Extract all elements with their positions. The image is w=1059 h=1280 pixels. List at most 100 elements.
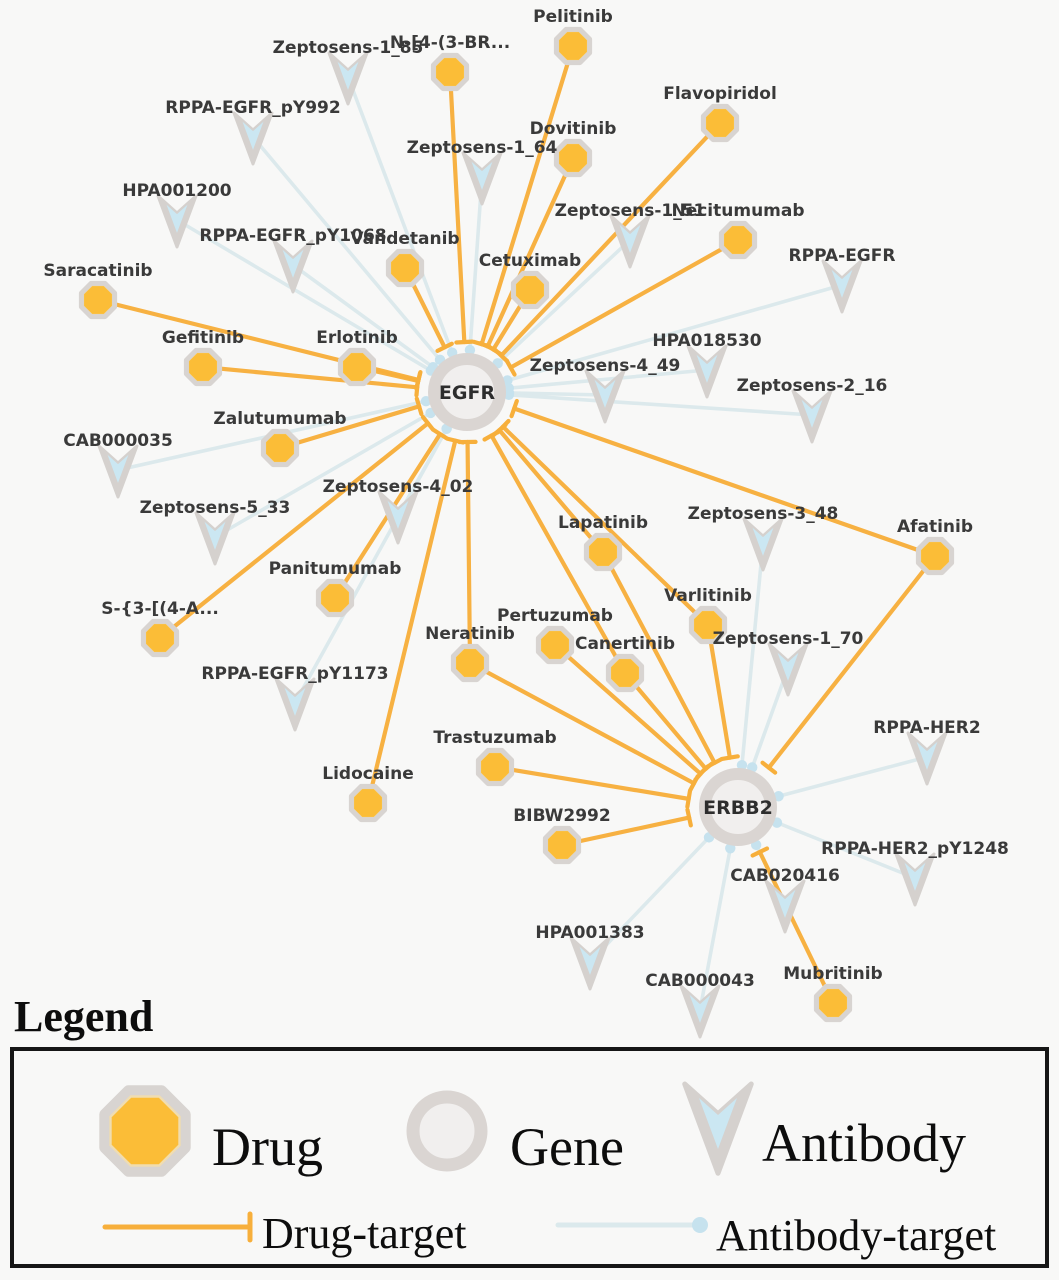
edge-cab000043-ERBB2-dot [725,843,736,854]
node-label-saracatinib: Saracatinib [43,261,152,281]
node-label-hpa001383: HPA001383 [535,923,644,943]
drug-node-bibw2992[interactable] [542,825,582,865]
edge-rppa_her2-ERBB2 [776,755,929,799]
drug-node-afatinib[interactable] [915,536,955,576]
edge-s3_4a-EGFR-tee [420,414,436,432]
drug-node-neratinib[interactable] [450,643,490,683]
antibody-node-hpa001383[interactable] [569,936,611,991]
edge-zeptosens_3_48-ERBB2 [740,541,765,767]
node-label-canertinib: Canertinib [575,634,675,654]
drug-node-lidocaine[interactable] [348,783,388,823]
edge-afatinib-EGFR [512,406,938,559]
node-label-cab000043: CAB000043 [645,971,755,991]
antibody-node-zeptosens_1_64[interactable] [461,151,503,206]
edge-neratinib-ERBB2 [467,660,697,786]
legend-drug-target-swatch [102,1211,253,1243]
legend-drug-target-label: Drug-target [262,1209,467,1258]
edge-canertinib-ERBB2 [622,670,708,771]
node-label-rppa_egfr_py1068: RPPA-EGFR_pY1068 [199,226,386,246]
edge-zeptosens_4_49-EGFR [507,391,607,397]
node-labels-layer: Pelitinib N-[4-(3-BR... Dovitinib Flavopiri… [43,7,1008,991]
node-label-necitumumab: Necitumumab [671,201,804,221]
antibody-node-rppa_egfr[interactable] [821,259,863,314]
node-label-pelitinib: Pelitinib [533,7,613,27]
antibody-node-zeptosens_1_85[interactable] [327,51,369,106]
antibody-node-rppa_egfr_py992[interactable] [232,111,274,166]
edge-lapatinib-ERBB2 [600,549,717,765]
node-label-mubritinib: Mubritinib [783,964,882,984]
edge-dovitinib-EGFR [485,155,576,349]
drug-node-erlotinib[interactable] [337,347,377,387]
node-label-cetuximab: Cetuximab [479,251,581,271]
antibody-node-cab000035[interactable] [97,444,139,499]
gene-node-EGFR[interactable]: EGFR [428,353,506,431]
legend-box [10,1047,1049,1268]
node-label-cab020416: CAB020416 [730,866,840,886]
drug-node-n4_3br[interactable] [430,52,470,92]
drug-node-cetuximab[interactable] [510,270,550,310]
edge-zeptosens_2_16-EGFR-dot [503,389,515,400]
antibody-node-zeptosens_1_70[interactable] [767,642,809,697]
antibody-node-cab020416[interactable] [764,879,806,934]
drug-node-lapatinib[interactable] [583,532,623,572]
legend-antibody-label: Antibody [762,1113,967,1173]
antibody-node-rppa_egfr_py1068[interactable] [272,239,314,294]
drug-node-s3_4a[interactable] [140,618,180,658]
gene-node-label: EGFR [439,382,496,404]
edge-varlitinib-EGFR [500,424,711,628]
node-label-n4_3br: N-[4-(3-BR... [390,33,510,53]
antibody-node-zeptosens_5_33[interactable] [194,511,236,566]
drug-node-canertinib[interactable] [605,653,645,693]
edge-lidocaine-EGFR [365,438,458,806]
edge-mubritinib-ERBB2-tee [750,846,770,858]
drug-node-saracatinib[interactable] [78,280,118,320]
drug-node-trastuzumab[interactable] [475,747,515,787]
node-label-lapatinib: Lapatinib [558,513,648,533]
antibody-node-zeptosens_3_48[interactable] [742,517,784,572]
edge-trastuzumab-ERBB2-tee [685,788,693,809]
edge-pelitinib-EGFR [479,43,576,347]
antibody-node-rppa_egfr_py1173[interactable] [274,677,316,732]
node-label-rppa_her2_py1248: RPPA-HER2_pY1248 [821,839,1009,859]
edge-zeptosens_3_48-ERBB2-dot [736,759,748,771]
edge-zalutumumab-EGFR-tee [414,396,424,417]
drug-node-dovitinib[interactable] [553,138,593,178]
edge-afatinib-ERBB2-tee [760,760,778,775]
edge-varlitinib-ERBB2-tee [719,754,740,762]
node-label-rppa_egfr_py1173: RPPA-EGFR_pY1173 [201,664,388,684]
antibody-node-cab000043[interactable] [679,984,721,1039]
edge-flavopiridol-EGFR [499,120,723,358]
antibody-node-rppa_her2[interactable] [906,731,948,786]
antibody-node-rppa_her2_py1248[interactable] [894,852,936,907]
drug-node-vandetanib[interactable] [385,248,425,288]
antibody-node-zeptosens_2_16[interactable] [791,389,833,444]
edge-hpa001200-EGFR [175,218,433,373]
antibody-node-hpa001200[interactable] [156,194,198,249]
drug-node-pelitinib[interactable] [553,26,593,66]
antibody-node-zeptosens_4_49[interactable] [584,369,626,424]
edge-bibw2992-ERBB2 [559,815,692,848]
drug-node-panitumumab[interactable] [315,578,355,618]
antibody-node-zeptosens_1_51[interactable] [609,214,651,269]
edge-n4_3br-EGFR-tee [454,339,475,345]
node-label-zeptosens_4_02: Zeptosens-4_02 [323,477,474,497]
node-label-zeptosens_1_64: Zeptosens-1_64 [407,138,558,158]
antibody-node-zeptosens_4_02[interactable] [377,490,419,545]
edge-n4_3br-EGFR [447,69,467,345]
gene-node-ERBB2[interactable]: ERBB2 [699,768,777,846]
drug-node-gefitinib[interactable] [183,347,223,387]
drug-node-mubritinib[interactable] [813,983,853,1023]
edge-zeptosens_5_33-EGFR [213,411,433,539]
drug-node-necitumumab[interactable] [718,220,758,260]
edge-hpa001383-ERBB2 [588,835,711,964]
drug-node-zalutumumab[interactable] [260,428,300,468]
node-label-erlotinib: Erlotinib [316,328,398,348]
drug-node-flavopiridol[interactable] [700,103,740,143]
edge-zeptosens_2_16-EGFR [507,392,814,417]
drug-node-pertuzumab[interactable] [535,625,575,665]
edge-trastuzumab-ERBB2 [492,764,691,801]
antibody-node-hpa018530[interactable] [686,344,728,399]
node-label-zeptosens_1_85: Zeptosens-1_85 [273,38,424,58]
drug-node-varlitinib[interactable] [688,605,728,645]
legend-title: Legend [14,992,154,1041]
